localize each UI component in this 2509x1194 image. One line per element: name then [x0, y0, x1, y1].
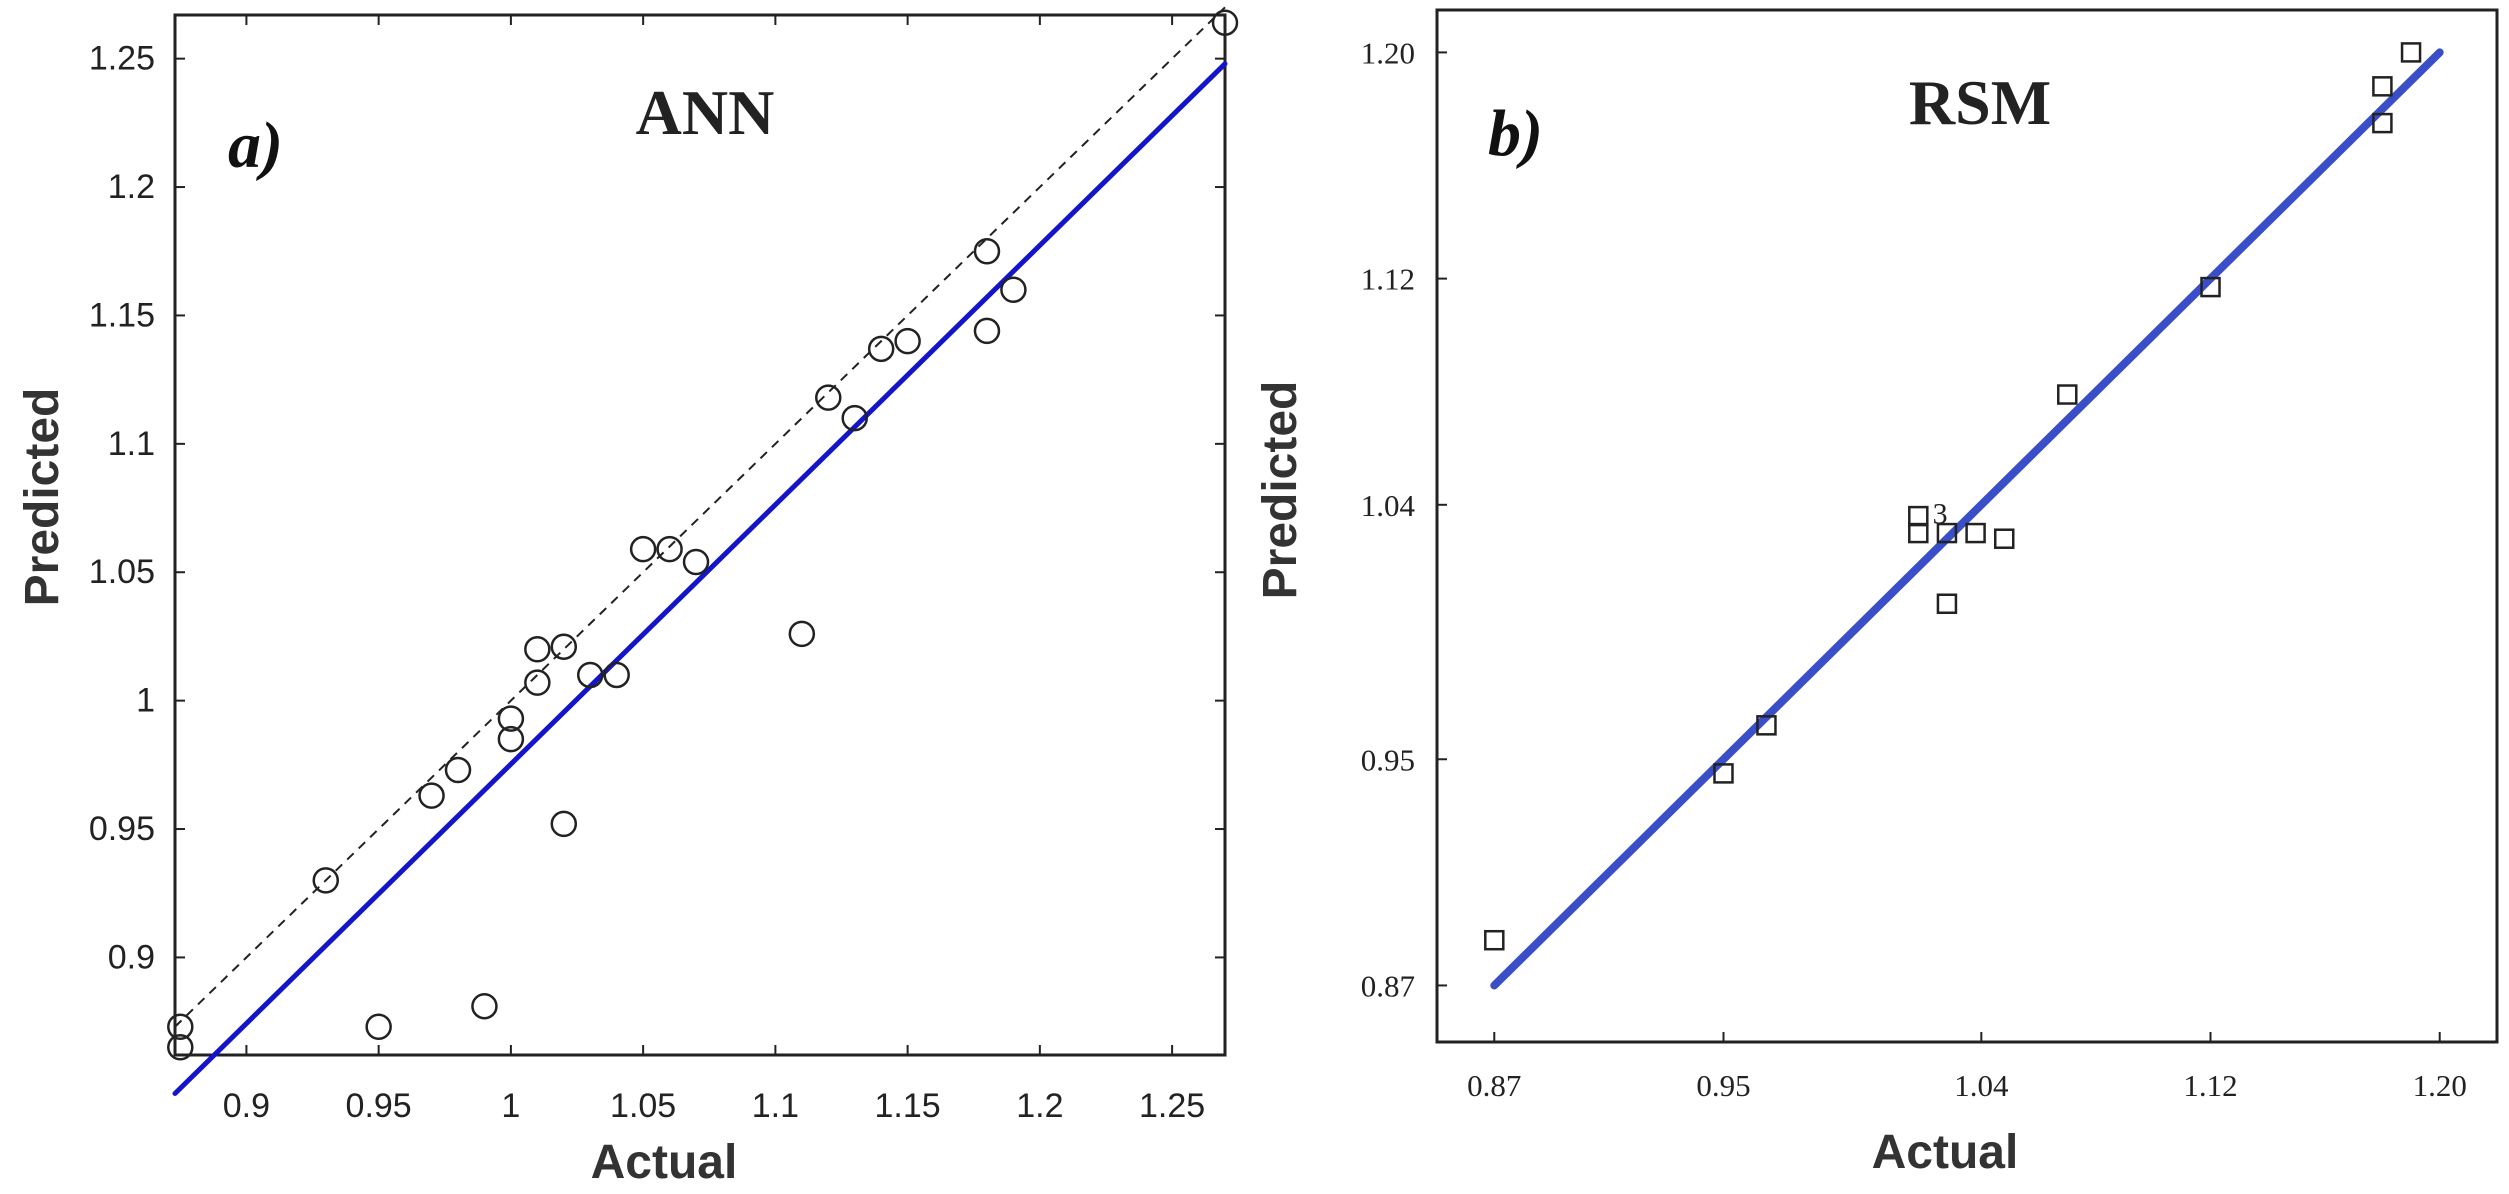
- ann-y-axis-label: Predicted: [16, 388, 69, 607]
- rsm-data-point: [1713, 763, 1734, 784]
- rsm-data-point: [1484, 929, 1505, 951]
- rsm-x-axis-label: Actual: [1872, 1126, 2019, 1179]
- ann-x-tick-label: 1.15: [875, 1087, 941, 1125]
- ann-x-ticks: 0.9 0.95 1 1.05 1.1 1.15 1.2 1.25: [223, 15, 1205, 1125]
- ann-data-point: [841, 404, 868, 432]
- rsm-data-point: [2400, 42, 2422, 63]
- rsm-data-point: [2372, 76, 2393, 97]
- panel-rsm: 0.87 0.95 1.04 1.12 1.20 0.87 0.95 1.04 1.12 1.2…: [1254, 8, 2499, 1179]
- ann-y-tick-label: 1.2: [108, 168, 155, 206]
- rsm-x-tick-label: 0.87: [1467, 1068, 1521, 1103]
- ann-data-point: [550, 810, 578, 838]
- ann-data-point: [867, 335, 895, 363]
- rsm-x-ticks: 0.87 0.95 1.04 1.12 1.20: [1467, 1032, 2467, 1103]
- rsm-point-count-annotation: 3: [1933, 497, 1948, 530]
- ann-y-tick-label: 1.15: [89, 296, 155, 334]
- ann-y-ticks: 0.9 0.95 1 1.05 1.1 1.15 1.2 1.25: [89, 40, 1225, 976]
- ann-data-point: [524, 669, 551, 696]
- ann-data-point: [815, 384, 842, 411]
- ann-reference-line: [174, 6, 1226, 1028]
- rsm-y-ticks: 0.87 0.95 1.04 1.12 1.20: [1361, 35, 1447, 1003]
- rsm-panel-tag: b): [1488, 97, 1543, 170]
- ann-data-point: [524, 636, 551, 663]
- rsm-x-tick-label: 1.04: [1954, 1068, 2009, 1103]
- ann-x-tick-label: 1.25: [1139, 1087, 1205, 1125]
- ann-y-tick-label: 0.95: [89, 810, 155, 848]
- ann-data-point: [471, 992, 498, 1020]
- ann-data-point: [894, 327, 921, 355]
- ann-data-point: [312, 867, 340, 894]
- ann-x-tick-label: 1.2: [1016, 1087, 1063, 1125]
- ann-data-point: [682, 548, 710, 576]
- rsm-fit-line: [1490, 48, 2444, 990]
- ann-y-tick-label: 1.05: [89, 553, 155, 591]
- ann-data-point: [1000, 276, 1027, 304]
- ann-data-point: [973, 317, 1001, 345]
- rsm-y-tick-label: 0.87: [1361, 968, 1415, 1003]
- ann-plot-frame: [173, 13, 1227, 1057]
- ann-data-point: [629, 535, 657, 563]
- ann-data-point: [167, 1034, 194, 1061]
- rsm-data-point: [1965, 522, 1986, 544]
- rsm-x-tick-label: 1.12: [2183, 1068, 2237, 1103]
- ann-title: ANN: [636, 77, 775, 148]
- ann-x-tick-label: 1.05: [610, 1087, 676, 1125]
- ann-data-point: [167, 1013, 194, 1041]
- rsm-data-point: [2200, 276, 2221, 298]
- ann-data-point: [788, 620, 816, 648]
- ann-y-tick-label: 0.9: [108, 938, 155, 976]
- rsm-data-point: [1936, 522, 1958, 544]
- ann-data-point: [656, 535, 683, 563]
- rsm-lines: [1490, 48, 2444, 990]
- ann-lines: [172, 6, 1228, 1097]
- rsm-y-axis-label: Predicted: [1254, 381, 1307, 600]
- ann-data-point: [444, 756, 472, 784]
- rsm-data-point: [1936, 593, 1958, 615]
- panel-ann: 0.9 0.95 1 1.05 1.1 1.15 1.2 1.25 0.9 0.95 1 1.05 1…: [16, 6, 1239, 1189]
- ann-panel-tag: a): [228, 109, 283, 182]
- rsm-x-tick-label: 0.95: [1696, 1068, 1750, 1103]
- rsm-data-point: [1908, 522, 1929, 544]
- ann-data-point: [576, 661, 604, 689]
- rsm-y-tick-label: 1.04: [1361, 488, 1416, 523]
- ann-data-point: [1211, 9, 1239, 36]
- rsm-y-tick-label: 0.95: [1361, 742, 1415, 777]
- rsm-y-tick-label: 1.12: [1361, 262, 1415, 297]
- ann-data-point: [365, 1013, 392, 1041]
- ann-data-point: [550, 633, 578, 660]
- rsm-title: RSM: [1909, 67, 2051, 138]
- ann-data-point: [497, 725, 525, 753]
- ann-y-tick-label: 1: [136, 682, 155, 720]
- ann-y-tick-label: 1.25: [89, 40, 155, 78]
- ann-data-point: [418, 782, 445, 809]
- ann-data-point: [973, 237, 1001, 265]
- ann-data-point: [603, 661, 630, 689]
- rsm-data-point: [1756, 715, 1777, 736]
- rsm-data-point: [2057, 384, 2078, 405]
- rsm-x-tick-label: 1.20: [2413, 1068, 2467, 1103]
- ann-x-axis-label: Actual: [591, 1136, 738, 1189]
- rsm-plot-frame: [1435, 8, 2499, 1044]
- ann-x-tick-label: 0.95: [346, 1087, 412, 1125]
- rsm-data-point: [2372, 112, 2393, 134]
- ann-data-point: [497, 705, 525, 732]
- ann-points: [167, 9, 1239, 1061]
- ann-x-tick-label: 1: [501, 1087, 520, 1125]
- ann-y-tick-label: 1.1: [108, 425, 155, 463]
- ann-x-tick-label: 1.1: [752, 1087, 799, 1125]
- ann-fit-line: [172, 61, 1228, 1097]
- rsm-points: [1484, 42, 2422, 951]
- rsm-data-point: [1993, 528, 2015, 549]
- rsm-y-tick-label: 1.20: [1361, 35, 1415, 70]
- ann-x-tick-label: 0.9: [223, 1087, 270, 1125]
